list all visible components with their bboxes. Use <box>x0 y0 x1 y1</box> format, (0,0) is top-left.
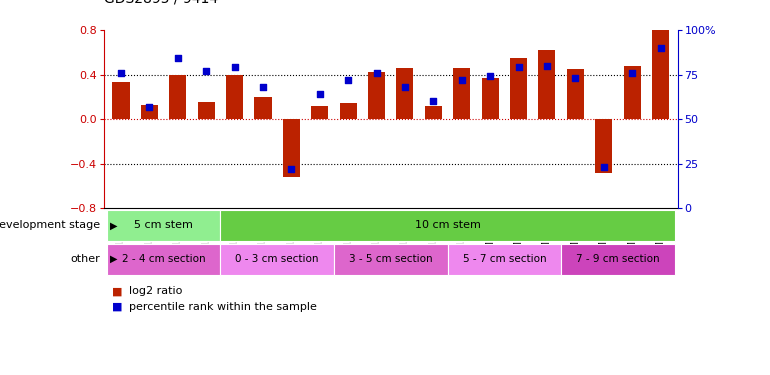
Text: 5 cm stem: 5 cm stem <box>134 220 193 230</box>
Bar <box>311 106 328 119</box>
Point <box>626 70 638 76</box>
Text: development stage: development stage <box>0 220 100 230</box>
Text: ■: ■ <box>112 302 122 312</box>
Point <box>342 77 354 83</box>
Point <box>229 64 241 70</box>
Point <box>313 91 326 97</box>
Text: percentile rank within the sample: percentile rank within the sample <box>129 302 316 312</box>
Text: 2 - 4 cm section: 2 - 4 cm section <box>122 254 206 264</box>
Text: 10 cm stem: 10 cm stem <box>414 220 480 230</box>
Text: ▶: ▶ <box>110 254 118 264</box>
Bar <box>510 58 527 119</box>
Text: GDS2895 / 9414: GDS2895 / 9414 <box>104 0 218 6</box>
Point <box>172 56 184 62</box>
Point <box>569 75 581 81</box>
Point <box>598 164 610 170</box>
Point <box>399 84 411 90</box>
Text: 5 - 7 cm section: 5 - 7 cm section <box>463 254 546 264</box>
Bar <box>538 50 555 119</box>
Point <box>115 70 127 76</box>
Point <box>512 64 524 70</box>
Point <box>370 70 383 76</box>
Point <box>427 98 440 104</box>
Text: log2 ratio: log2 ratio <box>129 286 182 296</box>
Bar <box>454 68 470 119</box>
Bar <box>198 102 215 119</box>
Bar <box>567 69 584 119</box>
Bar <box>652 28 669 119</box>
Bar <box>112 82 129 119</box>
Bar <box>226 75 243 119</box>
Bar <box>368 72 385 119</box>
Text: ▶: ▶ <box>110 220 118 230</box>
Point <box>143 104 156 110</box>
Bar <box>425 106 442 119</box>
Text: other: other <box>70 254 100 264</box>
Bar <box>254 97 272 119</box>
Point <box>456 77 468 83</box>
Point <box>484 74 497 80</box>
Point <box>541 63 553 69</box>
Bar <box>624 66 641 119</box>
Point <box>200 68 213 74</box>
Text: 0 - 3 cm section: 0 - 3 cm section <box>236 254 319 264</box>
Bar <box>340 104 357 119</box>
Bar <box>283 119 300 177</box>
Text: ■: ■ <box>112 286 122 296</box>
Point <box>654 45 667 51</box>
Bar <box>141 105 158 119</box>
Bar <box>595 119 612 172</box>
Point <box>285 166 297 172</box>
Point <box>257 84 270 90</box>
Bar <box>397 68 413 119</box>
Bar <box>482 78 499 119</box>
Bar <box>169 75 186 119</box>
Text: 7 - 9 cm section: 7 - 9 cm section <box>576 254 660 264</box>
Text: 3 - 5 cm section: 3 - 5 cm section <box>349 254 433 264</box>
